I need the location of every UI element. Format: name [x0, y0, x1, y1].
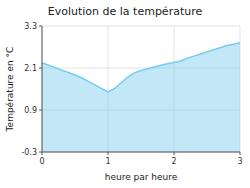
- y-tick-label: -0.3: [21, 148, 37, 157]
- x-grid-line: [42, 26, 43, 152]
- y-grid-line: [42, 26, 240, 27]
- axes: 0 1 2 3 -0.3 0.9 2.1 3.3: [21, 22, 242, 166]
- y-tick: [39, 68, 42, 69]
- y-tick-label: 3.3: [24, 22, 37, 31]
- area: [42, 43, 240, 152]
- y-grid-line: [42, 152, 240, 153]
- y-tick-label: 2.1: [24, 64, 37, 73]
- x-tick-label: 0: [39, 157, 44, 166]
- chart: 0 1 2 3 -0.3 0.9 2.1 3.3 Evolution de la tempéra…: [0, 0, 250, 188]
- x-tick-label: 3: [237, 157, 242, 166]
- y-tick-label: 0.9: [24, 106, 37, 115]
- y-tick: [39, 110, 42, 111]
- y-tick: [39, 26, 42, 27]
- y-tick: [39, 152, 42, 153]
- x-tick: [108, 152, 109, 155]
- title: Evolution de la température: [48, 5, 203, 18]
- x-tick-label: 2: [171, 157, 176, 166]
- x-axis-label: heure par heure: [105, 172, 178, 182]
- line: [42, 43, 240, 92]
- x-tick: [174, 152, 175, 155]
- plot-area: [42, 43, 240, 152]
- y-axis-label: Température en °C: [5, 47, 15, 133]
- y-axis-line: [42, 26, 43, 152]
- x-tick: [240, 152, 241, 155]
- grid: [42, 26, 240, 152]
- x-axis-line: [42, 152, 240, 153]
- x-tick-label: 1: [105, 157, 110, 166]
